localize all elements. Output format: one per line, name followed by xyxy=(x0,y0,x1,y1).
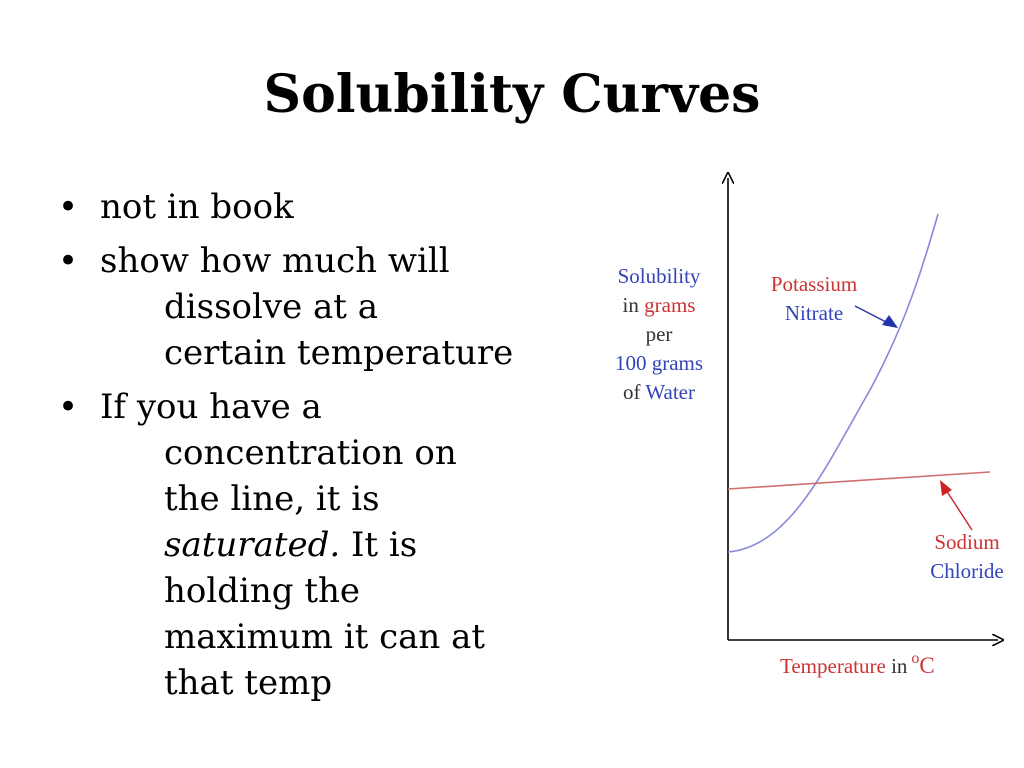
potassium-pointer-line xyxy=(854,305,887,323)
y-label-line: of Water xyxy=(604,378,714,407)
bullet-item: • not in book xyxy=(58,184,598,230)
bullet-text: maximum it can at xyxy=(164,617,486,657)
bullet-dot: • xyxy=(58,241,79,281)
y-label-line: 100 grams xyxy=(614,351,704,375)
italic-term: saturated. xyxy=(164,525,341,565)
bullet-text: the line, it is xyxy=(164,479,380,519)
potassium-nitrate-curve xyxy=(727,213,939,553)
y-axis-label: Solubility in grams per 100 grams of Wat… xyxy=(604,262,714,407)
bullet-item: • show how much will dissolve at a certa… xyxy=(58,238,598,376)
slide-title: Solubility Curves xyxy=(263,64,761,125)
bullet-text: show how much will xyxy=(100,241,450,281)
x-label-word: in xyxy=(885,654,908,678)
y-label-line: in grams xyxy=(604,291,714,320)
potassium-nitrate-label: Potassium Nitrate xyxy=(756,270,872,328)
bullet-text: not in book xyxy=(100,187,294,227)
y-label-word: grams xyxy=(644,293,696,317)
sodium-pointer-line xyxy=(945,489,973,531)
sodium-label-line: Sodium xyxy=(934,530,1000,554)
y-label-word: of xyxy=(623,380,646,404)
potassium-label-line: Potassium xyxy=(770,272,858,296)
bullet-item: • If you have a concentration on the lin… xyxy=(58,384,598,706)
degree-sign: o xyxy=(911,650,920,667)
potassium-label-line: Nitrate xyxy=(784,301,844,325)
bullet-text: It is xyxy=(340,525,418,565)
x-label-unit: C xyxy=(919,653,935,678)
x-label-word: Temperature xyxy=(780,654,886,678)
bullet-text: holding the xyxy=(164,571,361,611)
sodium-chloride-label: Sodium Chloride xyxy=(912,528,1022,586)
potassium-pointer-head xyxy=(882,315,898,328)
bullet-text: certain temperature xyxy=(164,333,514,373)
bullet-text: concentration on xyxy=(164,433,457,473)
sodium-label-line: Chloride xyxy=(930,559,1004,583)
bullet-dot: • xyxy=(58,187,79,227)
bullet-text-mixed: saturated. It is xyxy=(100,522,598,568)
bullet-dot: • xyxy=(58,387,79,427)
solubility-diagram: Solubility in grams per 100 grams of Wat… xyxy=(600,160,1020,700)
y-label-word: Water xyxy=(645,380,695,404)
y-label-line: per xyxy=(645,322,673,346)
y-label-line: Solubility xyxy=(617,264,701,288)
bullet-text: If you have a xyxy=(100,387,322,427)
bullet-text: that temp xyxy=(164,663,333,703)
bullet-list: • not in book • show how much will disso… xyxy=(58,184,598,714)
x-axis-label: Temperature in oC xyxy=(780,650,935,679)
y-label-word: in xyxy=(622,293,645,317)
sodium-chloride-line xyxy=(727,471,991,490)
diagram-graphics xyxy=(600,160,1020,700)
bullet-text: dissolve at a xyxy=(164,287,379,327)
sodium-pointer-head xyxy=(940,480,952,496)
